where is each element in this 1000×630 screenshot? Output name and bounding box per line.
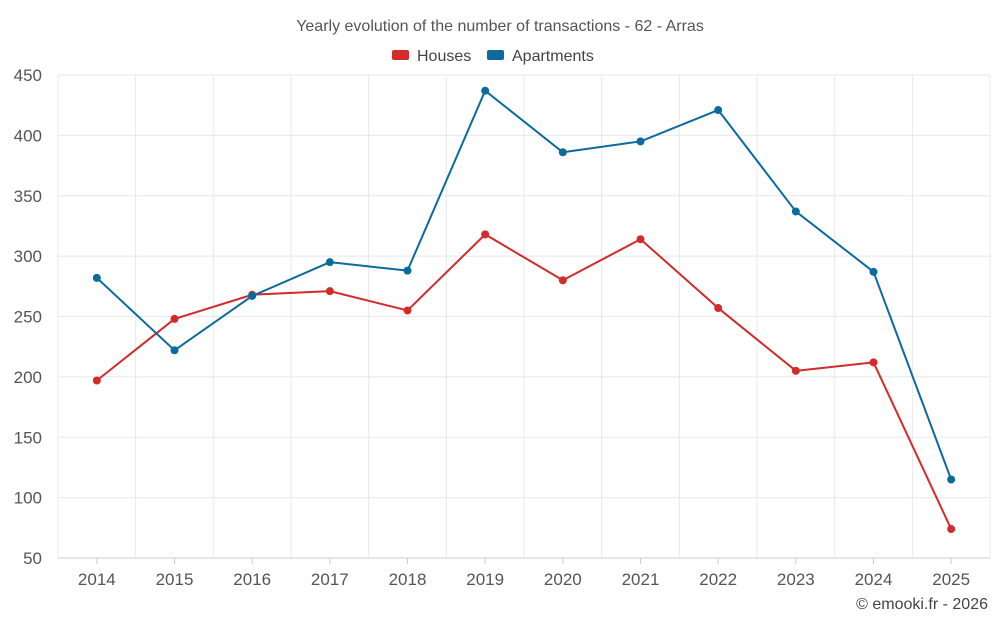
legend-swatch-houses: [392, 50, 409, 60]
x-tick-label: 2025: [932, 570, 970, 589]
y-tick-label: 350: [14, 187, 42, 206]
legend-label-houses: Houses: [417, 48, 471, 65]
grid: [57, 74, 991, 558]
y-tick-label: 250: [14, 308, 42, 327]
x-tick-label: 2015: [156, 570, 194, 589]
x-tick-label: 2024: [855, 570, 893, 589]
data-point-apartments[interactable]: [558, 148, 567, 157]
x-tick-label: 2014: [78, 570, 116, 589]
data-point-houses[interactable]: [325, 287, 334, 296]
y-tick-label: 400: [14, 126, 42, 145]
data-point-apartments[interactable]: [636, 137, 645, 146]
data-point-apartments[interactable]: [403, 266, 412, 275]
data-point-apartments[interactable]: [325, 258, 334, 267]
data-point-houses[interactable]: [403, 306, 412, 315]
data-point-apartments[interactable]: [170, 346, 179, 355]
y-tick-label: 200: [14, 368, 42, 387]
data-point-apartments[interactable]: [248, 291, 257, 300]
series-line-apartments: [96, 89, 953, 480]
data-point-houses[interactable]: [714, 304, 723, 313]
x-tick-label: 2021: [622, 570, 660, 589]
data-point-apartments[interactable]: [92, 273, 101, 282]
data-point-houses[interactable]: [869, 358, 878, 367]
legend: Houses Apartments: [392, 48, 594, 65]
x-tick-label: 2020: [544, 570, 582, 589]
series: [92, 86, 956, 534]
data-point-houses[interactable]: [92, 376, 101, 385]
data-point-apartments[interactable]: [714, 106, 723, 115]
legend-swatch-apartments: [487, 50, 504, 60]
data-point-houses[interactable]: [558, 276, 567, 285]
legend-item-houses[interactable]: Houses: [392, 48, 471, 65]
x-tick-label: 2018: [389, 570, 427, 589]
y-tick-label: 150: [14, 428, 42, 447]
legend-item-apartments[interactable]: Apartments: [487, 48, 594, 65]
data-point-apartments[interactable]: [947, 475, 956, 484]
data-point-houses[interactable]: [481, 230, 490, 239]
legend-label-apartments: Apartments: [512, 48, 594, 65]
x-tick-label: 2016: [233, 570, 271, 589]
data-point-apartments[interactable]: [869, 267, 878, 276]
series-line-houses: [96, 233, 953, 530]
data-point-apartments[interactable]: [791, 207, 800, 216]
chart-title: Yearly evolution of the number of transa…: [296, 18, 704, 35]
y-tick-label: 300: [14, 247, 42, 266]
x-tick-label: 2022: [699, 570, 737, 589]
x-tick-label: 2023: [777, 570, 815, 589]
data-point-houses[interactable]: [791, 366, 800, 375]
data-point-houses[interactable]: [170, 314, 179, 323]
data-point-houses[interactable]: [636, 235, 645, 244]
x-tick-label: 2017: [311, 570, 349, 589]
y-tick-label: 100: [14, 489, 42, 508]
y-tick-label: 50: [23, 549, 42, 568]
axes: 50 100 150 200 250 300 350 400 450 2014 2015 2016 20…: [14, 66, 990, 589]
data-point-apartments[interactable]: [481, 86, 490, 95]
credit-text: © emooki.fr - 2026: [856, 596, 988, 613]
y-tick-label: 450: [14, 66, 42, 85]
data-point-houses[interactable]: [947, 525, 956, 534]
x-tick-label: 2019: [466, 570, 504, 589]
